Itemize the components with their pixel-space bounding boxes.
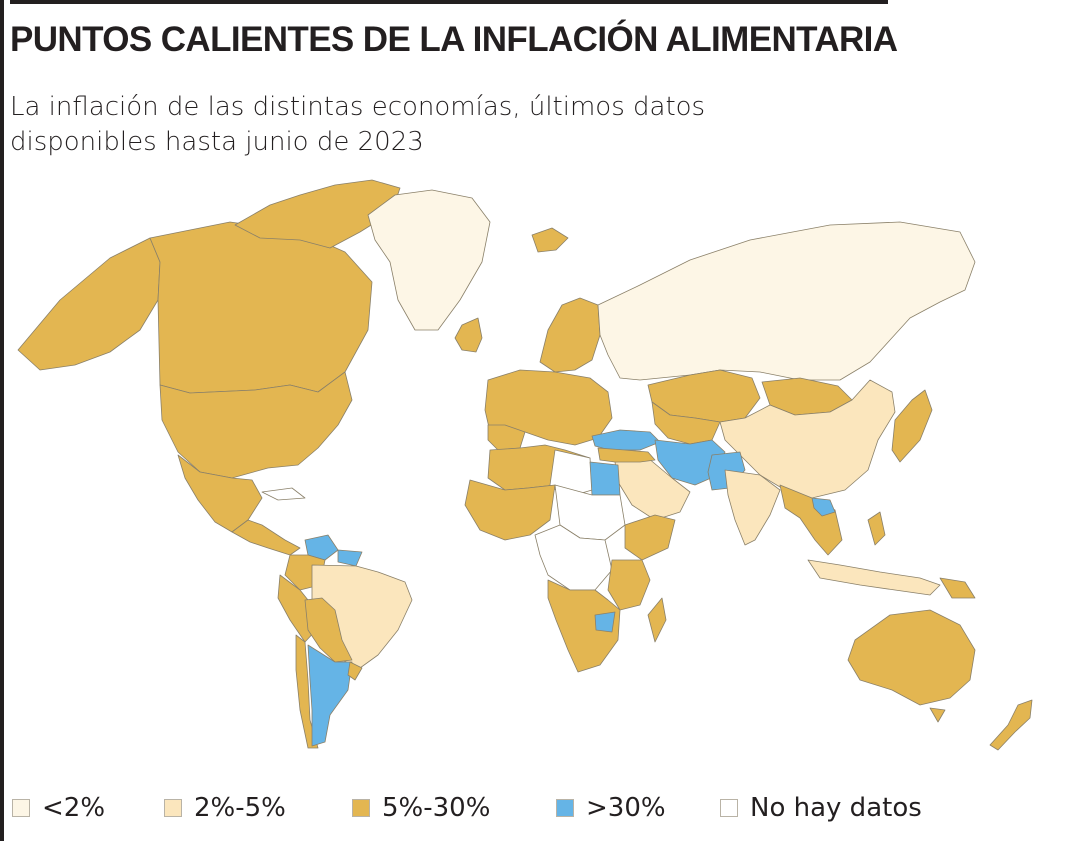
region-cuba — [261, 487, 306, 501]
region-ethiopia — [624, 514, 676, 561]
region-southern-africa — [547, 579, 621, 673]
legend-swatch-2-5 — [164, 799, 182, 817]
region-guianas — [337, 549, 363, 567]
region-alaska — [17, 237, 161, 371]
legend-item-lt2: <2% — [12, 788, 105, 828]
region-iceland — [531, 227, 569, 253]
region-uk-ireland — [454, 317, 483, 353]
region-west-africa — [464, 479, 556, 541]
map-legend: <2% 2%-5% 5%-30% >30% No hay datos — [12, 788, 1052, 828]
region-philippines — [867, 511, 886, 546]
legend-swatch-gt30 — [556, 799, 574, 817]
region-korea-japan — [891, 389, 933, 463]
legend-item-gt30: >30% — [556, 788, 666, 828]
region-png — [939, 577, 976, 599]
legend-item-nodata: No hay datos — [720, 788, 922, 828]
region-central-america — [231, 519, 301, 556]
legend-label-2-5: 2%-5% — [194, 793, 286, 823]
region-egypt — [589, 461, 621, 496]
region-east-africa — [607, 559, 651, 611]
region-australia — [847, 609, 976, 706]
region-argentina — [307, 644, 353, 747]
legend-label-nodata: No hay datos — [750, 793, 922, 823]
region-chile — [295, 634, 319, 749]
top-border-rule — [10, 0, 888, 4]
legend-label-lt2: <2% — [42, 793, 106, 823]
region-turkey — [591, 429, 661, 451]
region-madagascar — [647, 597, 667, 643]
region-greenland — [367, 189, 491, 331]
region-zimbabwe — [594, 611, 616, 633]
region-middle-east — [597, 447, 656, 463]
region-laos — [811, 497, 836, 517]
region-usa — [159, 371, 353, 479]
region-canada — [149, 221, 373, 394]
legend-label-5-30: 5%-30% — [382, 793, 491, 823]
region-scandinavia — [539, 297, 601, 373]
region-china — [719, 379, 896, 499]
legend-swatch-nodata — [720, 799, 738, 817]
region-bolivia-paraguay — [304, 597, 353, 663]
left-border-rule — [0, 0, 4, 841]
legend-item-5-30: 5%-30% — [352, 788, 490, 828]
region-central-africa — [534, 524, 613, 591]
legend-swatch-5-30 — [352, 799, 370, 817]
legend-item-2-5: 2%-5% — [164, 788, 286, 828]
world-map — [17, 179, 1033, 751]
region-venezuela — [304, 534, 339, 561]
region-uruguay — [347, 661, 363, 681]
region-russia — [597, 221, 976, 381]
region-tasmania — [929, 707, 946, 723]
region-new-zealand — [989, 699, 1033, 751]
map-title: PUNTOS CALIENTES DE LA INFLACIÓN ALIMENT… — [10, 20, 898, 59]
legend-swatch-lt2 — [12, 799, 30, 817]
region-india — [724, 469, 781, 546]
map-subtitle: La inflación de las distintas economías,… — [10, 92, 706, 157]
region-arabian-peninsula — [614, 457, 691, 521]
legend-label-gt30: >30% — [586, 793, 666, 823]
region-indonesia — [807, 559, 941, 596]
